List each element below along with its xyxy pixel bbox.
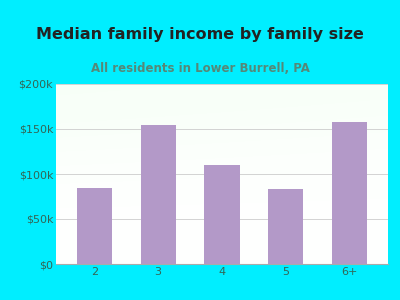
Bar — [140, 124, 176, 264]
Bar — [332, 122, 367, 264]
Bar — [77, 188, 112, 264]
Text: Median family income by family size: Median family income by family size — [36, 27, 364, 42]
Text: All residents in Lower Burrell, PA: All residents in Lower Burrell, PA — [90, 62, 310, 75]
Bar — [268, 189, 304, 264]
Bar — [204, 165, 240, 264]
